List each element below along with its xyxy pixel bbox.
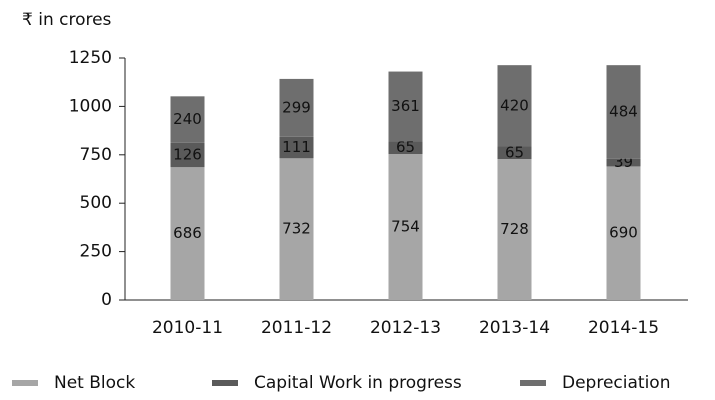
- value-label: 361: [391, 97, 420, 115]
- y-tick-label: 1000: [69, 96, 112, 116]
- value-label: 690: [609, 224, 638, 242]
- value-label: 484: [609, 103, 638, 121]
- x-tick-label: 2014-15: [588, 318, 659, 338]
- legend-swatch: [12, 380, 38, 386]
- y-tick-label: 500: [80, 193, 112, 213]
- y-tick-label: 750: [80, 145, 112, 165]
- y-tick-label: 1250: [69, 48, 112, 68]
- y-axis-label: ₹ in crores: [22, 10, 112, 30]
- y-tick-label: 0: [101, 290, 112, 310]
- legend-swatch: [520, 380, 546, 386]
- x-tick-label: 2011-12: [261, 318, 332, 338]
- x-tick-label: 2010-11: [152, 318, 223, 338]
- legend-label: Capital Work in progress: [254, 373, 462, 393]
- x-tick-label: 2012-13: [370, 318, 441, 338]
- x-tick-label: 2013-14: [479, 318, 550, 338]
- value-label: 111: [282, 138, 311, 156]
- value-label: 686: [173, 224, 202, 242]
- legend-swatch: [212, 380, 238, 386]
- value-label: 728: [500, 220, 529, 238]
- value-label: 754: [391, 218, 420, 236]
- value-label: 240: [173, 110, 202, 128]
- legend-label: Depreciation: [562, 373, 670, 393]
- value-label: 299: [282, 98, 311, 116]
- legend-label: Net Block: [54, 373, 135, 393]
- y-tick-label: 250: [80, 242, 112, 262]
- value-label: 126: [173, 145, 202, 163]
- value-label: 420: [500, 96, 529, 114]
- value-label: 732: [282, 220, 311, 238]
- chart: ₹ in crores 0 250 500 750 1000 1250 2010-11 686…: [0, 0, 715, 400]
